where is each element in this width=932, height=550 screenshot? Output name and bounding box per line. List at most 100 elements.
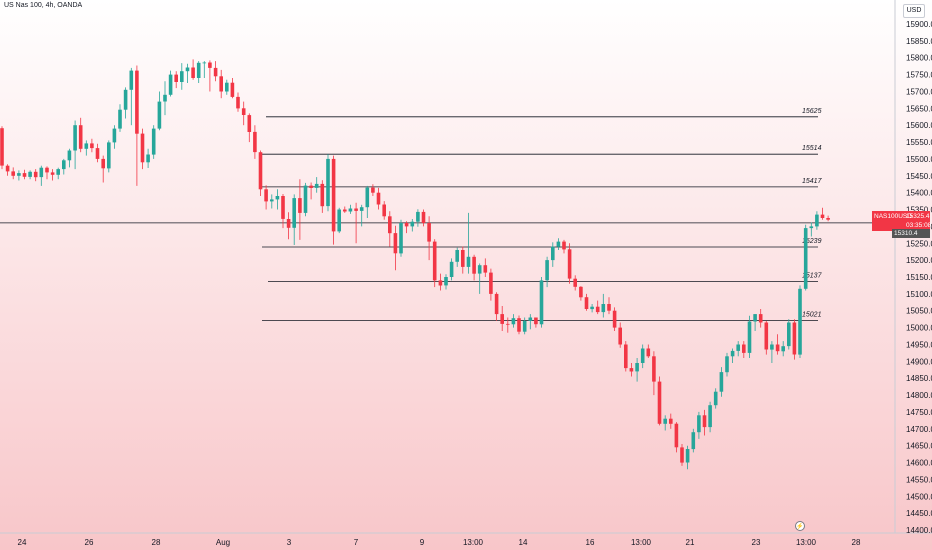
candle xyxy=(528,314,533,330)
candle xyxy=(376,187,381,210)
candle xyxy=(775,334,780,355)
candle-body xyxy=(657,381,662,424)
time-tick-label: 26 xyxy=(85,538,94,547)
candle-body xyxy=(0,128,4,166)
candle-body xyxy=(803,228,808,289)
horizontal-line-label: 15021 xyxy=(802,312,822,319)
candle xyxy=(17,170,21,181)
price-tick-label: 15550.0 xyxy=(906,138,932,147)
candle-body xyxy=(567,249,572,279)
time-tick-label: 7 xyxy=(354,538,359,547)
horizontal-line-label: 15239 xyxy=(802,238,822,245)
candle xyxy=(472,254,476,281)
chart-title: US Nas 100, 4h, OANDA xyxy=(4,2,83,9)
candle xyxy=(764,320,769,355)
candle-body xyxy=(123,89,128,110)
candle-body xyxy=(477,265,482,274)
candle-body xyxy=(652,356,656,382)
candle-body xyxy=(764,322,769,350)
candle-body xyxy=(590,306,594,310)
candle xyxy=(680,444,684,466)
candle-body xyxy=(640,348,645,363)
candle xyxy=(640,344,645,369)
candle xyxy=(298,179,302,240)
candle xyxy=(809,222,814,237)
candle xyxy=(736,341,740,357)
candle-body xyxy=(151,128,156,155)
candle xyxy=(702,409,707,436)
price-tick-label: 15850.0 xyxy=(906,37,932,46)
candle xyxy=(697,411,701,439)
candle xyxy=(112,125,117,149)
candle-body xyxy=(275,196,280,200)
candle xyxy=(624,341,628,372)
candle xyxy=(758,309,763,328)
candle xyxy=(225,79,229,95)
candle-body xyxy=(725,356,729,373)
time-tick-label: Aug xyxy=(216,538,230,547)
candle xyxy=(320,180,325,213)
candle xyxy=(494,292,499,321)
candle-body xyxy=(500,314,504,324)
candle-body xyxy=(556,241,561,247)
candle-body xyxy=(522,320,527,332)
time-tick-label: 28 xyxy=(152,538,161,547)
candle xyxy=(522,317,527,335)
candle-body xyxy=(449,261,454,277)
candle-body xyxy=(562,241,566,250)
candle xyxy=(747,315,752,358)
candle-body xyxy=(539,280,544,325)
candle-body xyxy=(584,297,589,309)
candle xyxy=(196,61,201,83)
candle xyxy=(28,170,32,180)
price-tick-label: 15200.0 xyxy=(906,256,932,265)
candle-body xyxy=(163,94,167,102)
candle xyxy=(275,189,280,210)
candle xyxy=(416,209,420,227)
candle-body xyxy=(635,363,639,372)
candle xyxy=(292,194,296,245)
candle-body xyxy=(781,346,785,352)
currency-selector[interactable]: USD xyxy=(903,4,925,18)
time-tick-label: 9 xyxy=(420,538,425,547)
candle-body xyxy=(270,199,274,202)
candle-body xyxy=(236,96,240,109)
candle-body xyxy=(107,142,111,169)
price-tick-label: 15700.0 xyxy=(906,88,932,97)
candle xyxy=(674,422,679,453)
candle-body xyxy=(22,173,27,177)
candle xyxy=(820,207,825,220)
lightning-icon[interactable]: ⚡ xyxy=(795,521,805,531)
candle xyxy=(595,300,600,315)
candle-body xyxy=(286,219,291,228)
candle-body xyxy=(618,327,622,345)
candle-body xyxy=(157,101,162,129)
candle-body xyxy=(5,165,10,172)
candle-body xyxy=(28,171,32,177)
price-tick-label: 14800.0 xyxy=(906,391,932,400)
candle xyxy=(539,277,544,328)
price-tick-label: 15900.0 xyxy=(906,20,932,29)
price-tick-label: 15450.0 xyxy=(906,172,932,181)
candle-body xyxy=(50,172,55,175)
candle xyxy=(567,243,572,284)
candle xyxy=(168,70,173,97)
candle-body xyxy=(691,432,696,450)
candle-body xyxy=(343,209,347,212)
candle xyxy=(455,247,459,267)
candle-body xyxy=(371,187,375,193)
candle xyxy=(798,285,802,358)
time-tick-label: 21 xyxy=(686,538,695,547)
candle xyxy=(163,81,167,116)
price-tick-label: 15650.0 xyxy=(906,104,932,113)
candle-body xyxy=(742,344,746,353)
candle xyxy=(219,69,223,99)
candle-body xyxy=(146,154,150,163)
candle-body xyxy=(382,204,386,217)
price-tag-symbol: NAS100USD xyxy=(874,213,912,220)
candle xyxy=(551,242,555,267)
price-tag-value: 15325.4 xyxy=(906,213,930,220)
